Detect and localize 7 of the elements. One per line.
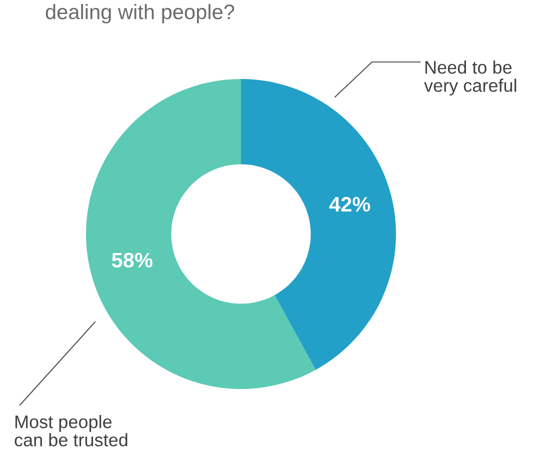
data-label: 42% (329, 196, 370, 212)
donut-slice (241, 79, 396, 370)
donut-slice (86, 79, 316, 389)
slice-label: Most people can be trusted (14, 415, 128, 446)
slice-label: Need to be very careful (424, 60, 516, 96)
data-label: 58% (112, 252, 152, 268)
chart-title: dealing with people? (46, 4, 234, 24)
